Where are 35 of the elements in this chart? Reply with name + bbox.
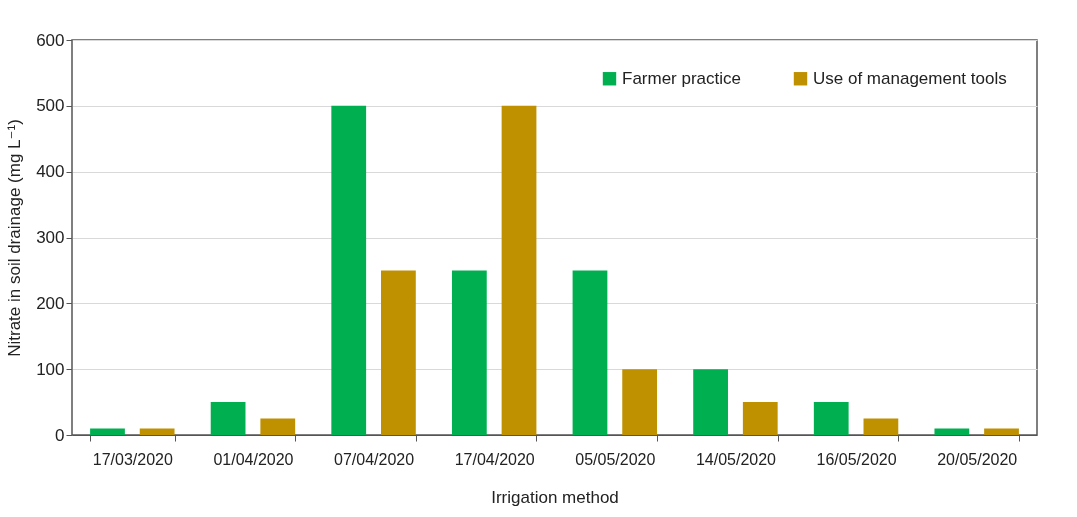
bar — [139, 428, 175, 435]
bar — [934, 428, 970, 435]
legend-label: Use of management tools — [813, 68, 1007, 88]
bar — [863, 418, 899, 435]
bar — [622, 369, 658, 435]
y-tick-label: 200 — [36, 293, 65, 313]
x-tick-label: 07/04/2020 — [334, 450, 415, 468]
y-tick-label: 100 — [36, 359, 65, 379]
x-tick-label: 01/04/2020 — [213, 450, 294, 468]
x-tick-label: 14/05/2020 — [695, 450, 777, 468]
bar — [984, 428, 1019, 435]
x-tick-label: 16/05/2020 — [816, 450, 897, 468]
x-tick-label: 05/05/2020 — [575, 450, 656, 468]
y-tick-label: 300 — [36, 228, 65, 247]
x-tick-label: 20/05/2020 — [937, 450, 1018, 468]
bar — [260, 418, 296, 435]
y-tick-label: 400 — [36, 162, 65, 182]
bar — [451, 270, 487, 435]
y-tick-label: 0 — [55, 425, 65, 445]
bar — [381, 270, 416, 435]
x-tick-label: 17/03/2020 — [92, 450, 173, 468]
y-tick-label: 500 — [36, 96, 65, 116]
bar — [572, 270, 608, 435]
bar — [742, 402, 778, 435]
bar — [331, 105, 367, 435]
bar — [501, 105, 537, 435]
x-axis-title: Irrigation method — [491, 487, 619, 507]
bar — [813, 402, 849, 435]
bar — [693, 369, 728, 435]
y-axis-title: Nitrate in soil drainage (mg L⁻¹) — [5, 119, 25, 357]
bar — [210, 402, 246, 435]
legend-label: Farmer practice — [622, 68, 742, 88]
bar — [90, 428, 125, 435]
x-tick-label: 17/04/2020 — [454, 450, 535, 468]
y-tick-label: 600 — [36, 30, 65, 50]
